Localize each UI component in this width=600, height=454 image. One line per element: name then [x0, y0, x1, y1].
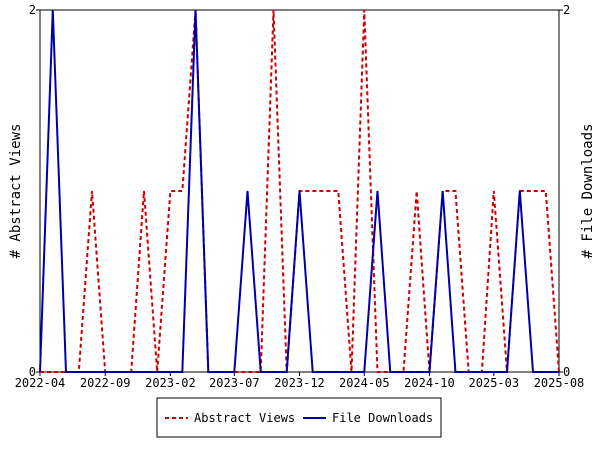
y-left-tick-label: 0: [29, 365, 36, 379]
y-axis-left-title: # Abstract Views: [8, 124, 24, 259]
x-tick-label: 2022-04: [15, 376, 66, 390]
series-line-file-downloads: [39, 9, 559, 373]
x-axis: 2022-04 2022-09 2023-02 2023-07 2023-12 2024-…: [15, 372, 585, 390]
legend-label-file-downloads: File Downloads: [332, 411, 433, 425]
series-layer: [39, 9, 560, 373]
x-tick-label: 2023-12: [274, 376, 325, 390]
y-axis-right-title: # File Downloads: [580, 124, 596, 259]
x-tick-label: 2022-09: [80, 376, 131, 390]
legend-label-abstract-views: Abstract Views: [194, 411, 295, 425]
legend-box: [156, 397, 442, 438]
y-left-tick-label: 2: [29, 3, 36, 17]
x-tick-label: 2024-10: [404, 376, 455, 390]
x-tick-label: 2025-03: [469, 376, 520, 390]
y-right-tick-label: 2: [563, 3, 570, 17]
legend: Abstract Views File Downloads: [156, 397, 442, 438]
y-right-tick-label: 0: [563, 365, 570, 379]
x-tick-label: 2024-05: [339, 376, 390, 390]
x-tick-label: 2023-07: [209, 376, 260, 390]
x-tick-label: 2025-08: [534, 376, 585, 390]
y-axes: 0 2 0 2: [29, 3, 570, 379]
x-tick-label: 2023-02: [145, 376, 196, 390]
